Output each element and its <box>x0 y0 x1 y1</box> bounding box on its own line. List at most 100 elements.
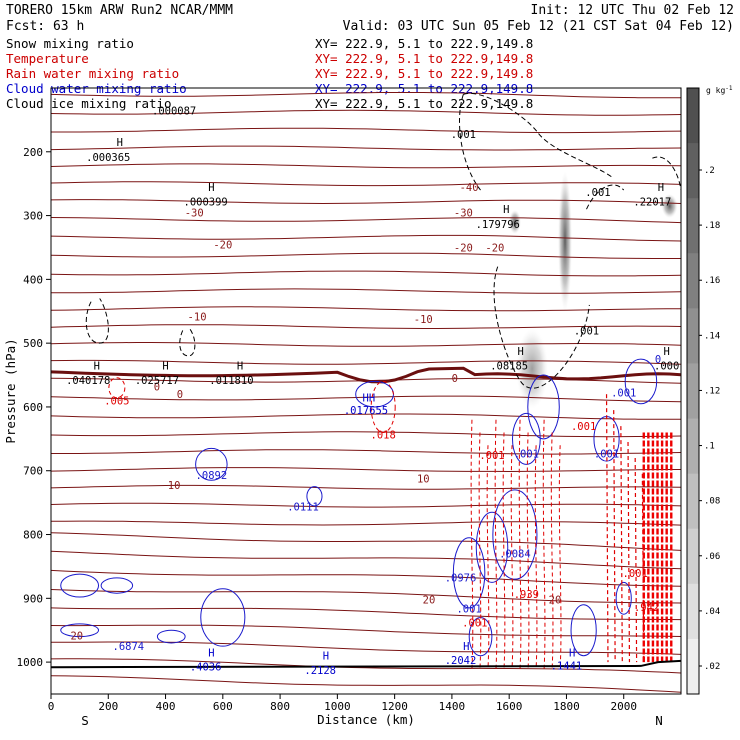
rain-label: .942 <box>634 602 659 614</box>
max-value: .2128 <box>304 665 336 677</box>
max-value: .025717 <box>135 375 179 387</box>
colorbar-swatch <box>687 143 699 199</box>
temperature-isotherm <box>51 252 681 259</box>
temperature-label: -10 <box>188 311 207 323</box>
cloud-water-contour <box>60 573 100 598</box>
endpoint-south: S <box>81 713 89 728</box>
cloud-water-contour <box>615 581 632 615</box>
temperature-contours <box>51 92 681 693</box>
x-tick-label: 800 <box>270 700 290 713</box>
max-marker: H <box>237 360 243 372</box>
temperature-label: -20 <box>213 239 232 251</box>
y-tick-label: 700 <box>23 465 43 478</box>
temperature-isotherm <box>51 92 681 99</box>
temperature-isotherm <box>51 359 681 365</box>
temperature-isotherm <box>51 324 681 329</box>
y-tick-label: 900 <box>23 592 43 605</box>
rain-label: .001 <box>462 618 487 630</box>
temperature-isotherm <box>51 641 681 655</box>
temperature-isotherm <box>51 127 681 134</box>
temperature-isotherm <box>51 109 681 116</box>
max-marker: H <box>208 182 214 194</box>
rain-label: .005 <box>104 396 129 408</box>
rain-contour <box>558 445 562 669</box>
x-tick-label: 200 <box>98 700 118 713</box>
y-tick-label: 400 <box>23 273 43 286</box>
colorbar-swatch <box>687 583 699 640</box>
rain-label: .001 <box>571 421 596 433</box>
rain-contour <box>470 419 474 669</box>
max-marker: H <box>503 204 509 216</box>
colorbar-swatch <box>687 88 699 144</box>
y-axis-label: Pressure (hPa) <box>3 338 18 443</box>
x-tick-label: 1600 <box>496 700 523 713</box>
y-tick-label: 1000 <box>17 656 44 669</box>
legend-cloud-ice-info: XY= 222.9, 5.1 to 222.9,149.8 <box>315 96 533 111</box>
max-value: .017655 <box>344 405 388 417</box>
max-value: .08185 <box>490 360 528 372</box>
header-title: TORERO 15km ARW Run2 NCAR/MMM <box>6 3 233 18</box>
temperature-isotherm <box>51 342 681 347</box>
rain-contour <box>627 442 631 663</box>
temperature-label: 10 <box>168 480 181 492</box>
snow-label: .001 <box>574 325 599 337</box>
rain-contour <box>108 377 126 399</box>
temperature-label: 20 <box>423 595 436 607</box>
colorbar-swatch <box>687 473 699 530</box>
legend-cloud-ice-name: Cloud ice mixing ratio <box>6 96 172 111</box>
max-marker: H <box>94 360 100 372</box>
colorbar-tick-label: .2 <box>704 166 715 176</box>
temperature-isotherm <box>51 199 681 205</box>
y-tick-label: 500 <box>23 337 43 350</box>
cloud-water-contour <box>156 629 186 644</box>
rain-contour <box>526 432 530 669</box>
rain-contour <box>534 445 538 669</box>
snow-shade-lower <box>516 328 549 409</box>
rain-contour <box>370 380 396 433</box>
y-tick-label: 800 <box>23 529 43 542</box>
rain-label: .939 <box>514 589 539 601</box>
max-marker: H <box>162 360 168 372</box>
colorbar-tick-label: .06 <box>704 552 720 562</box>
temperature-label: -40 <box>460 182 479 194</box>
colorbar-frame <box>686 87 700 695</box>
rain-contour <box>518 419 522 669</box>
cloud-water-contour <box>527 374 560 440</box>
temperature-isotherm <box>51 484 681 490</box>
cloud-label: .001 <box>514 449 539 461</box>
snow-contour <box>459 94 481 191</box>
plot-area: -40 -30 -30 -20 -20 -20 -10 -10 0 0 0 10 10 20 20 20 .00… <box>51 92 681 693</box>
temperature-isotherm <box>51 624 681 637</box>
temperature-isotherm <box>51 217 681 224</box>
y-tick-label: 300 <box>23 210 43 223</box>
cloud-label: .001 <box>611 387 636 399</box>
temperature-label: 0 <box>452 373 458 385</box>
header-forecast: Fcst: 63 h <box>6 19 84 34</box>
temperature-label: 0 <box>154 382 160 394</box>
colorbar-swatch <box>687 308 699 364</box>
x-axis: 0 200 400 600 800 1000 1200 1400 1600 1800 2000 <box>48 694 637 713</box>
rain-water-contours <box>108 377 673 669</box>
y-axis: 200 300 400 500 600 700 800 900 1000 <box>17 146 51 669</box>
temperature-label: -20 <box>485 242 504 254</box>
rain-contour <box>486 445 490 669</box>
temperature-isotherm <box>51 658 681 674</box>
legend: Snow mixing ratio XY= 222.9, 5.1 to 222.… <box>6 36 533 111</box>
x-tick-label: 400 <box>156 700 176 713</box>
ice-label: .000087 <box>152 105 196 117</box>
max-value: .179796 <box>476 219 520 231</box>
colorbar-swatch <box>687 528 699 585</box>
max-value: .000 <box>654 360 679 372</box>
header-valid: Valid: 03 UTC Sun 05 Feb 12 (21 CST Sat … <box>343 19 734 34</box>
max-marker: H <box>208 648 214 660</box>
cloud-water-contour <box>492 489 538 580</box>
colorbar-tick-label: .16 <box>704 276 720 286</box>
snow-contour <box>493 266 590 389</box>
temperature-isotherm <box>51 413 681 420</box>
max-value: .000399 <box>184 197 228 209</box>
temperature-isotherm <box>51 181 681 187</box>
x-tick-label: 2000 <box>610 700 637 713</box>
header-init: Init: 12 UTC Thu 02 Feb 12 <box>531 3 735 18</box>
temperature-isotherm <box>51 270 681 277</box>
